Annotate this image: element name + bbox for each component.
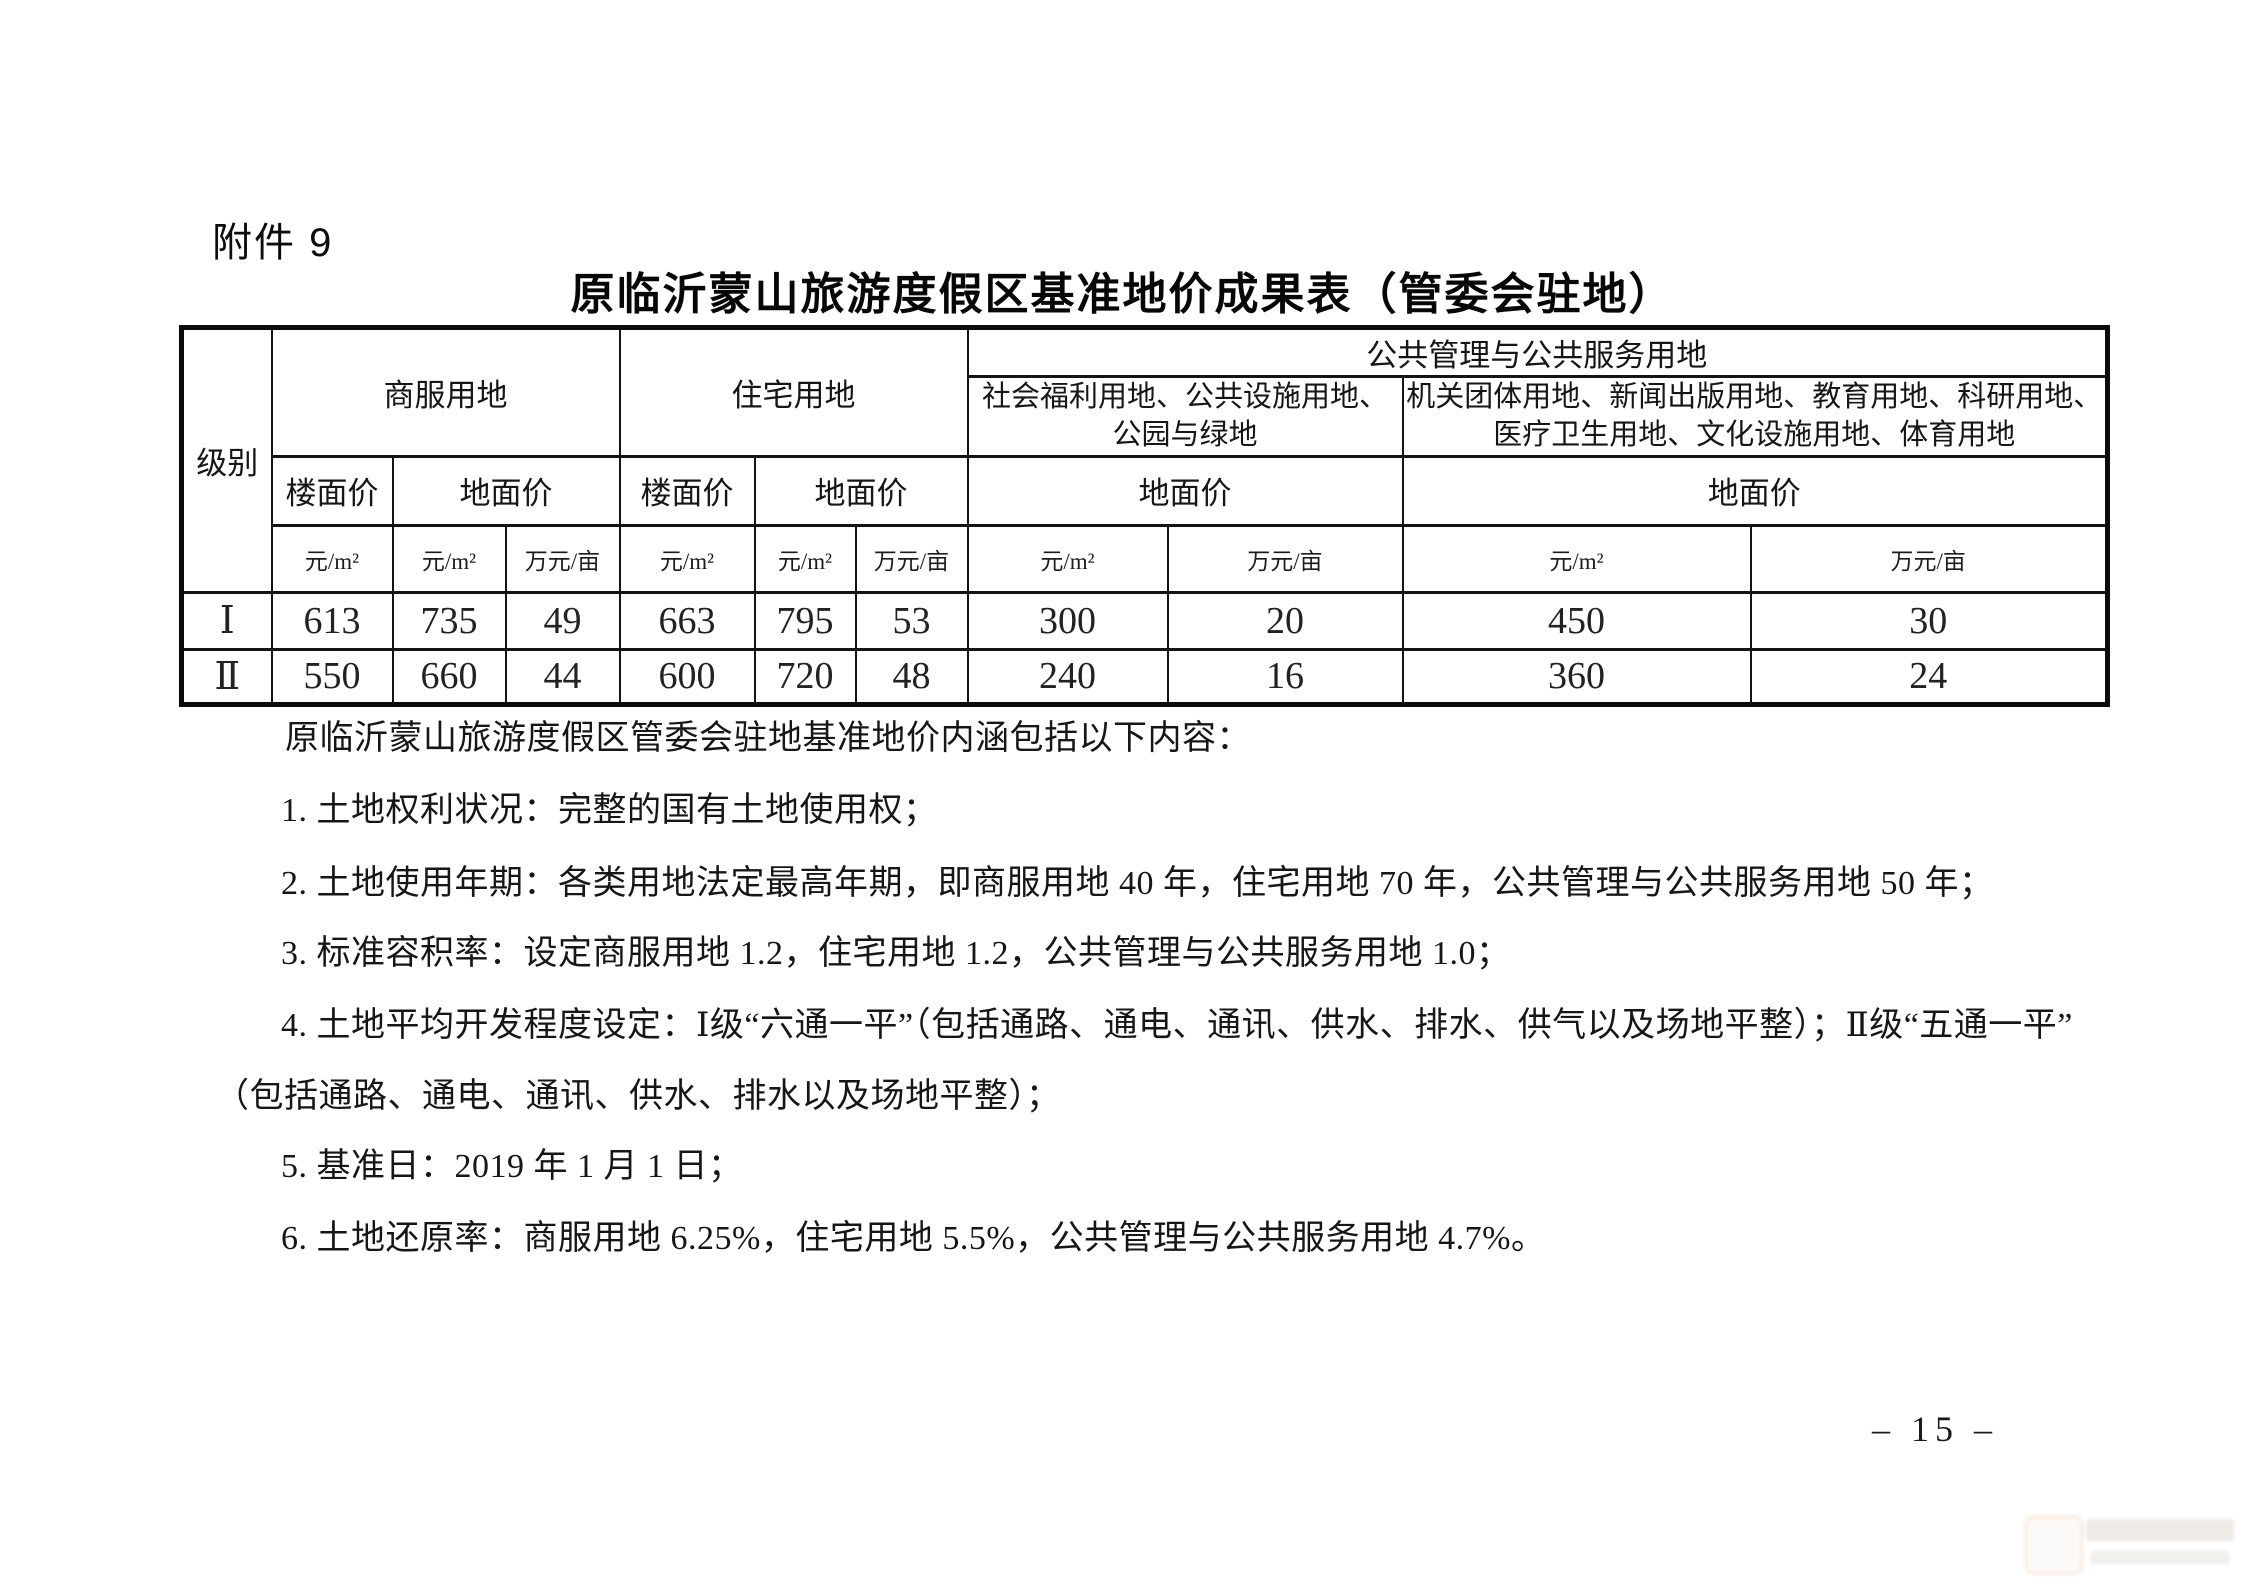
header-ground-price: 地面价 bbox=[1401, 454, 2109, 527]
header-public-land: 公共管理与公共服务用地 bbox=[966, 326, 2109, 378]
watermark bbox=[2024, 1509, 2239, 1579]
note-item-2: 2. 土地使用年期：各类用地法定最高年期，即商服用地 40 年，住宅用地 70 … bbox=[281, 865, 1994, 902]
table-data-cell: 53 bbox=[854, 590, 969, 651]
table-data-cell: 240 bbox=[966, 647, 1169, 706]
header-ground-price: 地面价 bbox=[391, 454, 621, 527]
table-data-cell: 300 bbox=[966, 590, 1169, 651]
table-data-cell: 735 bbox=[391, 590, 507, 651]
table-data-cell: 613 bbox=[270, 590, 394, 651]
table-data-cell: 795 bbox=[753, 590, 857, 651]
note-item-1: 1. 土地权利状况：完整的国有土地使用权； bbox=[281, 792, 938, 829]
table-units-row: 元/m² 元/m² 万元/亩 元/m² 元/m² 万元/亩 元/m² 万元/亩 … bbox=[182, 523, 2109, 594]
unit-cell: 元/m² bbox=[966, 523, 1169, 594]
header-floor-price: 楼面价 bbox=[618, 454, 756, 527]
note-item-3: 3. 标准容积率：设定商服用地 1.2，住宅用地 1.2，公共管理与公共服务用地… bbox=[281, 935, 1511, 972]
table-data-cell: 600 bbox=[618, 647, 756, 706]
note-item-4: 4. 土地平均开发程度设定：Ⅰ级“六通一平”（包括通路、通电、通讯、供水、排水、… bbox=[281, 1007, 2073, 1044]
table-row-level-1: Ⅰ 613 735 49 663 795 53 300 20 450 30 bbox=[180, 590, 2109, 651]
unit-cell: 元/m² bbox=[618, 523, 756, 594]
level-cell: Ⅰ bbox=[180, 590, 273, 651]
land-price-table: 级别 商服用地 住宅用地 公共管理与公共服务用地 社会福利用地、公共设施用地、 … bbox=[179, 325, 2110, 707]
table-data-cell: 660 bbox=[391, 647, 507, 706]
note-item-6: 6. 土地还原率：商服用地 6.25%，住宅用地 5.5%，公共管理与公共服务用… bbox=[281, 1220, 1546, 1257]
header-public-org-line2: 医疗卫生用地、文化设施用地、体育用地 bbox=[1493, 419, 2016, 452]
unit-cell: 元/m² bbox=[753, 523, 857, 594]
unit-cell: 万元/亩 bbox=[854, 523, 969, 594]
header-ground-price: 地面价 bbox=[753, 454, 969, 527]
table-data-cell: 44 bbox=[504, 647, 621, 706]
table-data-cell: 30 bbox=[1749, 590, 2109, 651]
header-public-welfare-line2: 公园与绿地 bbox=[1112, 419, 1258, 452]
unit-cell: 元/m² bbox=[1401, 523, 1752, 594]
table-data-cell: 360 bbox=[1401, 647, 1752, 706]
unit-cell: 万元/亩 bbox=[1749, 523, 2109, 594]
header-public-org-line1: 机关团体用地、新闻出版用地、教育用地、科研用地、 bbox=[1406, 381, 2103, 413]
watermark-url-blur bbox=[2090, 1551, 2230, 1564]
notes-intro: 原临沂蒙山旅游度假区管委会驻地基准地价内涵包括以下内容： bbox=[285, 720, 1251, 757]
table-row-level-2: Ⅱ 550 660 44 600 720 48 240 16 360 24 bbox=[180, 647, 2109, 706]
header-residential-land: 住宅用地 bbox=[618, 326, 969, 458]
table-data-cell: 16 bbox=[1166, 647, 1404, 706]
unit-cell: 元/m² bbox=[270, 523, 394, 594]
table-data-cell: 49 bbox=[504, 590, 621, 651]
document-title: 原临沂蒙山旅游度假区基准地价成果表（管委会驻地） bbox=[570, 270, 1675, 319]
unit-cell: 元/m² bbox=[391, 523, 507, 594]
header-public-welfare-land: 社会福利用地、公共设施用地、 公园与绿地 bbox=[966, 375, 1404, 458]
header-commercial-land: 商服用地 bbox=[270, 326, 621, 458]
table-data-cell: 24 bbox=[1749, 647, 2109, 706]
table-header-row-2: 社会福利用地、公共设施用地、 公园与绿地 机关团体用地、新闻出版用地、教育用地、… bbox=[182, 375, 2109, 458]
unit-cell: 万元/亩 bbox=[504, 523, 621, 594]
table-data-cell: 550 bbox=[270, 647, 394, 706]
watermark-logo-icon bbox=[2024, 1515, 2084, 1575]
table-data-cell: 450 bbox=[1401, 590, 1752, 651]
header-public-org-land: 机关团体用地、新闻出版用地、教育用地、科研用地、 医疗卫生用地、文化设施用地、体… bbox=[1401, 375, 2109, 458]
table-data-cell: 663 bbox=[618, 590, 756, 651]
note-item-4-wrap: （包括通路、通电、通讯、供水、排水以及场地平整）； bbox=[215, 1078, 1061, 1115]
table-data-cell: 20 bbox=[1166, 590, 1404, 651]
header-floor-price: 楼面价 bbox=[270, 454, 394, 527]
header-level: 级别 bbox=[180, 326, 273, 594]
table-header-row-3: 楼面价 地面价 楼面价 地面价 地面价 地面价 bbox=[182, 454, 2109, 527]
header-ground-price: 地面价 bbox=[966, 454, 1404, 527]
header-public-welfare-line1: 社会福利用地、公共设施用地、 bbox=[981, 381, 1388, 413]
level-cell: Ⅱ bbox=[180, 647, 273, 706]
unit-cell: 万元/亩 bbox=[1166, 523, 1404, 594]
note-item-5: 5. 基准日：2019 年 1 月 1 日； bbox=[281, 1148, 743, 1185]
table-header-row-1: 级别 商服用地 住宅用地 公共管理与公共服务用地 bbox=[180, 326, 2109, 594]
watermark-text-blur bbox=[2086, 1519, 2234, 1541]
page-number: – 15 – bbox=[1872, 1409, 1998, 1449]
table-data-cell: 48 bbox=[854, 647, 969, 706]
attachment-label: 附件 9 bbox=[212, 221, 334, 265]
table-data-cell: 720 bbox=[753, 647, 857, 706]
